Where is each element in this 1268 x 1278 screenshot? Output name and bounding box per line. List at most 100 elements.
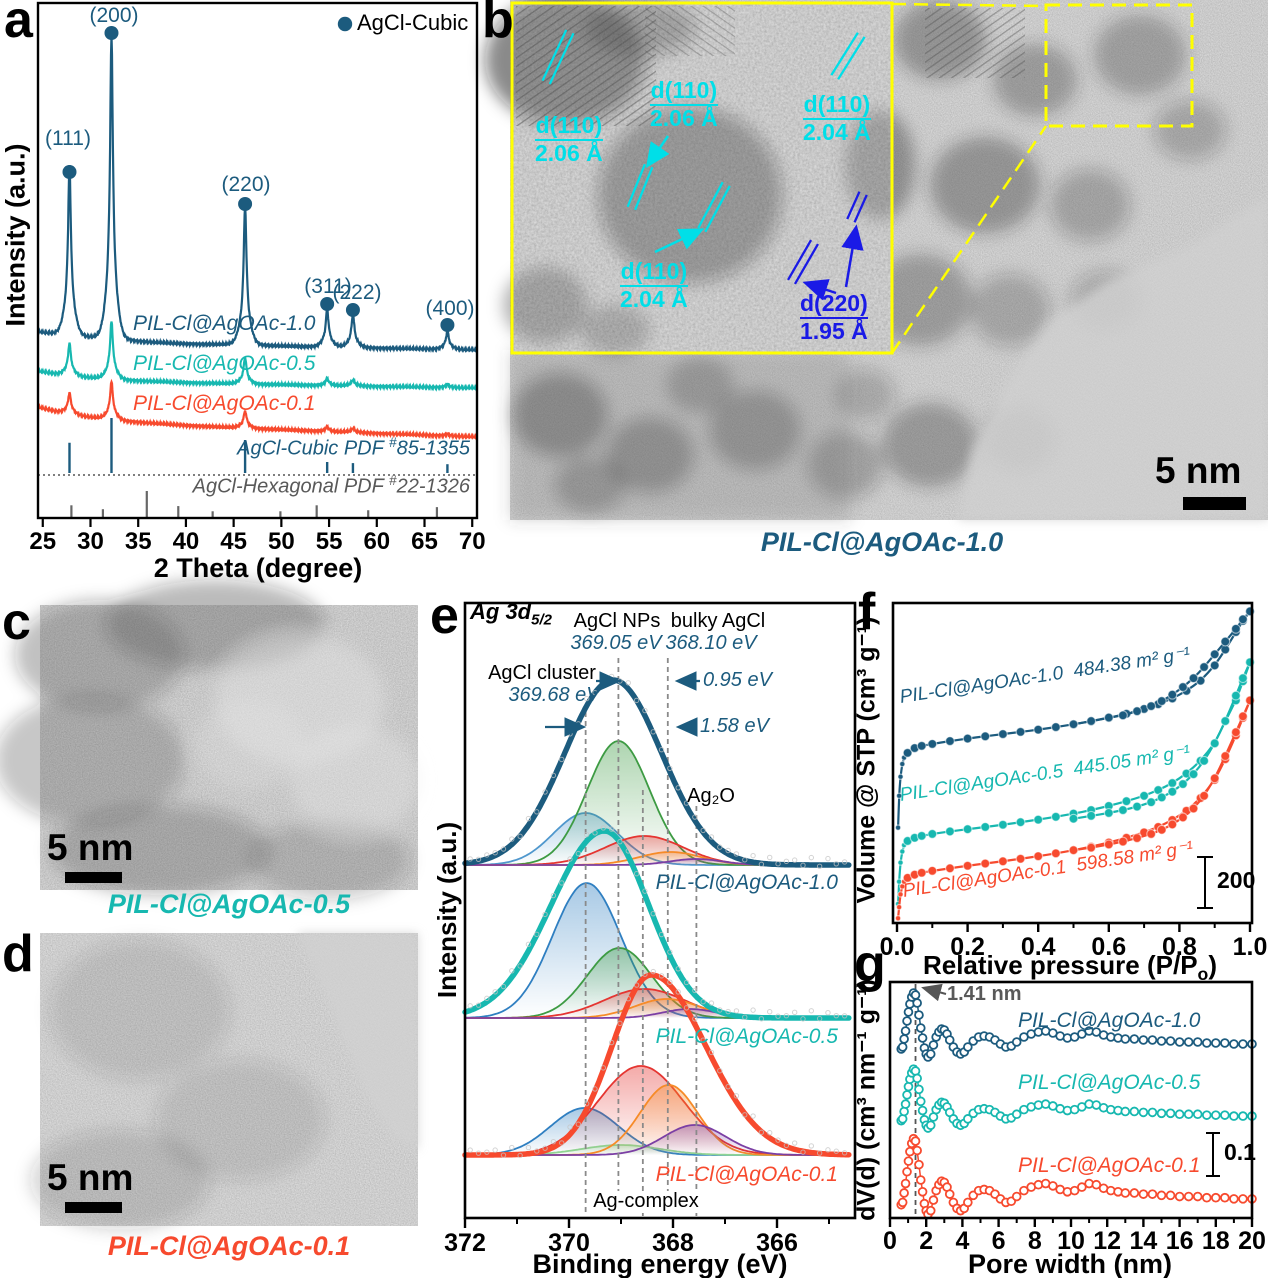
poredist-scalebar-label: 0.1 — [1224, 1139, 1256, 1165]
ref-hex-prefix: AgCl-Hexagonal PDF — [192, 475, 390, 498]
svg-text:0: 0 — [883, 1227, 897, 1255]
svg-text:18: 18 — [1202, 1227, 1230, 1255]
svg-text:45: 45 — [220, 528, 247, 555]
ref-hex-hash: # — [389, 473, 397, 488]
dspacing-label-2: d(110) 2.06 Å — [650, 77, 718, 132]
ann-agcl-cluster-ev: 369.68 eV — [508, 684, 600, 706]
panel-letter-d: d — [2, 925, 34, 983]
panel-letter-e: e — [430, 587, 459, 645]
svg-text:1.0: 1.0 — [1233, 933, 1268, 961]
scalebar-c — [65, 872, 122, 883]
svg-text:30: 30 — [77, 528, 104, 555]
dspacing-value: 2.06 Å — [650, 105, 718, 132]
xrd-peak-label-111: (111) — [45, 127, 91, 150]
svg-text:6: 6 — [992, 1227, 1006, 1255]
svg-text:35: 35 — [125, 528, 152, 555]
xrd-series-label-0.1: PIL-Cl@AgOAc-0.1 — [133, 392, 316, 415]
xps-title-main: Ag 3d — [470, 599, 532, 624]
svg-text:8: 8 — [1028, 1227, 1042, 1255]
svg-text:0.0: 0.0 — [880, 933, 915, 961]
svg-text:368: 368 — [652, 1229, 694, 1257]
scalebar-text-b: 5 nm — [1155, 450, 1242, 491]
dspacing-plane: d(110) — [620, 258, 688, 288]
svg-text:370: 370 — [548, 1229, 590, 1257]
pore-dist-chart: 0 2 4 6 8 10 12 14 16 18 20 — [883, 980, 1266, 1255]
dspacing-value: 2.06 Å — [535, 140, 603, 167]
svg-text:0.4: 0.4 — [1021, 933, 1056, 961]
xps-region-title: Ag 3d5/2 — [470, 600, 552, 629]
xrd-peak-label-311: (311) — [304, 275, 352, 298]
xps-sample-label-0.1: PIL-Cl@AgOAc-0.1 — [655, 1163, 838, 1186]
dspacing-value: 2.04 Å — [803, 119, 871, 146]
xrd-ref-hex-label: AgCl-Hexagonal PDF #22-1326 — [192, 473, 470, 498]
isotherm-yaxis-title: Volume @ STP (cm³ g⁻¹) — [852, 616, 881, 904]
xrd-peak-label-220: (220) — [221, 173, 271, 196]
poredist-label-0.1: PIL-Cl@AgOAc-0.1 — [1018, 1154, 1201, 1177]
scalebar-d — [65, 1202, 122, 1213]
dspacing-plane: d(110) — [803, 91, 871, 121]
ref-cubic-prefix: AgCl-Cubic PDF — [237, 437, 390, 460]
ann-bulky-agcl-name: bulky AgCl — [670, 610, 766, 632]
poredist-yaxis-title: dV(d) (cm³ nm⁻¹ g⁻¹) — [852, 979, 881, 1221]
ann-separation-0.95: 0.95 eV — [703, 669, 772, 691]
svg-text:0.6: 0.6 — [1091, 933, 1126, 961]
xps-title-sub: 5/2 — [531, 611, 552, 629]
xrd-yaxis-title: Intensity (a.u.) — [0, 143, 31, 327]
ann-agcl-cluster-name: AgCl cluster — [488, 662, 596, 684]
svg-text:25: 25 — [29, 528, 56, 555]
svg-text:55: 55 — [316, 528, 343, 555]
dspacing-label-3: d(110) 2.04 Å — [803, 91, 871, 146]
xrd-peak-label-400: (400) — [425, 297, 475, 320]
tem-inset-b — [485, 0, 915, 355]
ann-ag-complex: Ag-complex — [590, 1190, 702, 1213]
tem-image-d — [30, 933, 418, 1230]
ref-hex-number: 22-1326 — [396, 475, 470, 498]
scalebar-b — [1183, 497, 1246, 510]
caption-d: PIL-Cl@AgOAc-0.1 — [107, 1231, 351, 1261]
svg-text:2: 2 — [919, 1227, 933, 1255]
poredist-label-0.5: PIL-Cl@AgOAc-0.5 — [1018, 1071, 1201, 1094]
isotherm-xaxis-title: Relative pressure (P/Po) — [923, 951, 1217, 984]
panel-letter-a: a — [4, 0, 33, 49]
isotherm-xlabel-main: Relative pressure (P/P — [922, 950, 1198, 980]
scalebar-text-d: 5 nm — [47, 1157, 134, 1198]
isotherm-chart: 0.0 0.2 0.4 0.6 0.8 1.0 — [880, 601, 1268, 961]
dspacing-label-5: d(220) 1.95 Å — [800, 290, 868, 345]
panel-letter-g: g — [854, 935, 886, 993]
svg-text:65: 65 — [411, 528, 438, 555]
svg-text:10: 10 — [1057, 1227, 1085, 1255]
xrd-ref-cubic-label: AgCl-Cubic PDF #85-1355 — [237, 435, 470, 460]
xrd-peak-label-200: (200) — [89, 4, 139, 27]
svg-text:366: 366 — [756, 1229, 798, 1257]
caption-b: PIL-Cl@AgOAc-1.0 — [760, 527, 1004, 557]
svg-text:20: 20 — [1238, 1227, 1266, 1255]
panel-letter-c: c — [2, 593, 31, 651]
ann-separation-1.58: 1.58 eV — [700, 715, 769, 737]
poredist-xaxis-title: Pore width (nm) — [968, 1249, 1172, 1278]
svg-text:12: 12 — [1093, 1227, 1121, 1255]
dspacing-label-4: d(110) 2.04 Å — [620, 258, 688, 313]
isotherm-xlabel-sub: o — [1197, 964, 1209, 985]
svg-text:0.2: 0.2 — [950, 933, 985, 961]
xps-sample-label-0.5: PIL-Cl@AgOAc-0.5 — [655, 1025, 838, 1048]
xps-yaxis-title: Intensity (a.u.) — [431, 821, 462, 999]
ann-agcl-nps-ev: 369.05 eV — [570, 632, 662, 654]
caption-c: PIL-Cl@AgOAc-0.5 — [107, 889, 351, 919]
svg-text:4: 4 — [955, 1227, 969, 1255]
poredist-label-1.0: PIL-Cl@AgOAc-1.0 — [1018, 1009, 1201, 1032]
svg-text:40: 40 — [173, 528, 200, 555]
xrd-xaxis-title: 2 Theta (degree) — [153, 553, 363, 583]
svg-text:60: 60 — [363, 528, 390, 555]
svg-text:70: 70 — [459, 528, 486, 555]
isotherm-scalebar-label: 200 — [1217, 867, 1256, 893]
ann-ag2o: Ag₂O — [687, 785, 735, 807]
panel-letter-f: f — [858, 583, 876, 641]
ann-bulky-agcl-ev: 368.10 eV — [665, 632, 757, 654]
scalebar-text-c: 5 nm — [47, 827, 134, 868]
dspacing-value: 2.04 Å — [620, 286, 688, 313]
xps-xaxis-title: Binding energy (eV) — [532, 1249, 788, 1278]
tem-annotations-b — [510, 1, 1194, 355]
svg-text:0.8: 0.8 — [1162, 933, 1197, 961]
poredist-peak-annotation: 1.41 nm — [947, 983, 1022, 1005]
